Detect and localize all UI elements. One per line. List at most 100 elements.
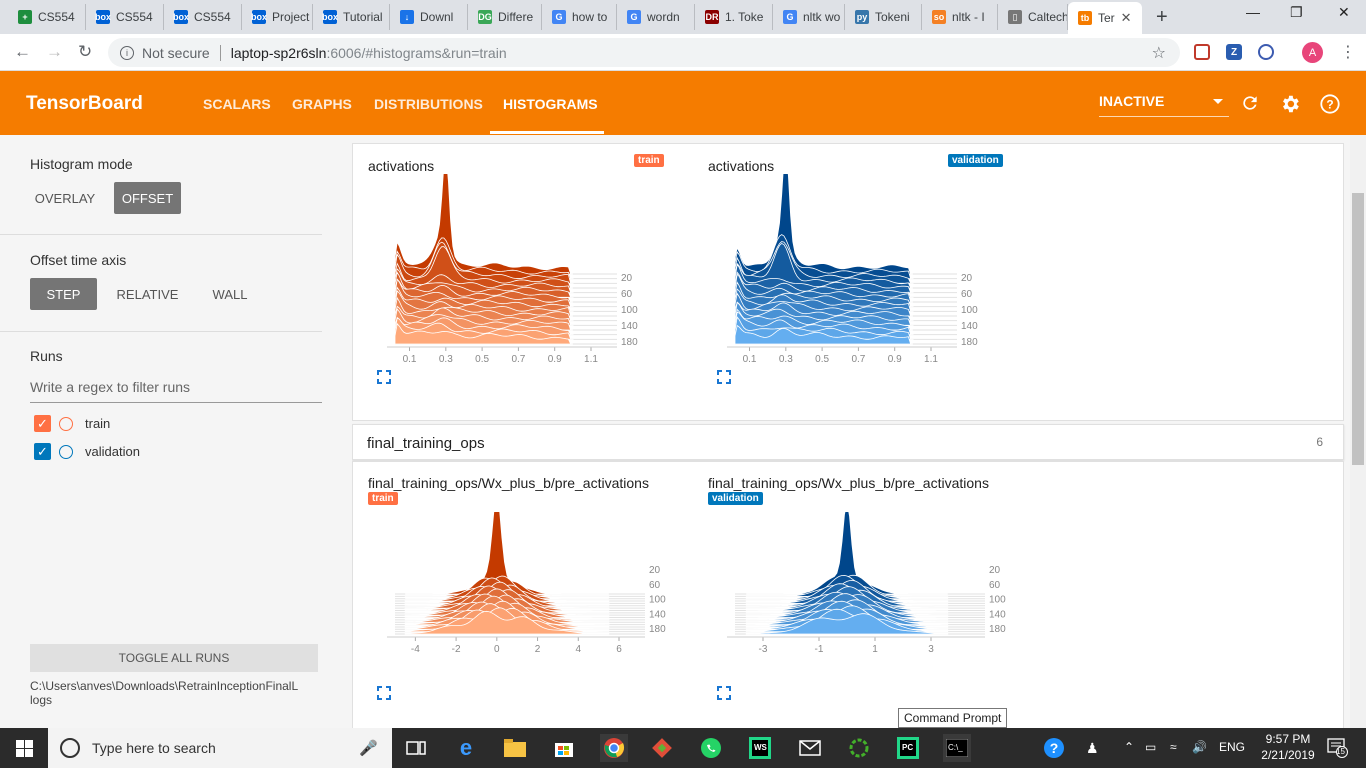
axis-relative-button[interactable]: RELATIVE [116,286,179,302]
checkbox-checked-icon[interactable]: ✓ [34,415,51,432]
expand-icon[interactable] [717,686,731,700]
profile-avatar[interactable]: A [1302,42,1323,63]
store-icon[interactable] [550,734,578,762]
browser-tab[interactable]: box CS554 [164,4,242,30]
x-tick-label: 4 [575,644,581,655]
close-tab-icon[interactable]: ✕ [1120,10,1132,25]
anaconda-icon[interactable] [845,734,873,762]
main-content: activations train 0.1 0.3 0.5 0.7 0.9 1.1 20 60… [352,135,1352,728]
histogram-chart-activations-train: 0.1 0.3 0.5 0.7 0.9 1.1 20 60 100 140 180 [387,174,638,365]
close-window-button[interactable]: ✕ [1338,4,1350,20]
language-indicator[interactable]: ENG [1219,740,1246,754]
tab-label: Project [272,10,310,24]
mode-overlay-button[interactable]: OVERLAY [34,190,96,206]
pocket-extension-icon[interactable] [1194,44,1210,60]
minimize-button[interactable]: — [1246,4,1260,20]
browser-tab[interactable]: ↓ Downl [390,4,468,30]
expand-icon[interactable] [377,686,391,700]
browser-tab[interactable]: box Tutorial [313,4,390,30]
settings-gear-icon[interactable] [1279,93,1301,121]
tab-label: Tokeni [875,10,910,24]
wifi-icon[interactable]: ≈ [1170,740,1177,754]
volume-icon[interactable]: 🔊 [1192,740,1207,754]
tab-graphs[interactable]: GRAPHS [292,96,352,112]
tab-favicon-icon: G [627,10,641,24]
tab-scalars[interactable]: SCALARS [203,96,271,112]
reload-icon[interactable]: ↻ [78,42,93,61]
file-explorer-icon[interactable] [501,734,529,762]
browser-tab[interactable]: + CS554 [8,4,86,30]
tab-distributions[interactable]: DISTRIBUTIONS [374,96,483,112]
edge-browser-icon[interactable]: e [459,735,473,760]
windows-start-icon[interactable] [10,734,38,762]
pycharm-icon[interactable]: PC [894,734,922,762]
battery-icon[interactable]: ▭ [1145,740,1157,754]
chrome-icon[interactable] [600,734,628,762]
step-tick-label: 140 [621,321,638,332]
axis-wall-button[interactable]: WALL [212,286,248,302]
cortana-circle-icon [60,738,80,758]
browser-tab[interactable]: box CS554 [86,4,164,30]
maximize-button[interactable]: ❐ [1290,4,1303,20]
run-filter-input[interactable]: Write a regex to filter runs [30,379,322,403]
microphone-icon[interactable]: 🎤 [359,740,378,757]
checkbox-checked-icon[interactable]: ✓ [34,443,51,460]
browser-tab[interactable]: DG Differe [468,4,542,30]
browser-tab[interactable]: py Tokeni [845,4,922,30]
step-tick-label: 20 [621,273,633,284]
group-header-final-training-ops[interactable]: final_training_ops 6 [352,424,1344,460]
block-extension-icon[interactable] [1258,44,1274,60]
histogram-slice [394,237,575,280]
tray-chevron-up-icon[interactable]: ⌃ [1124,740,1135,754]
browser-tab[interactable]: tb Ter ✕ [1068,2,1142,34]
address-bar[interactable]: i Not secure laptop-sp2r6sln:6006/#histo… [108,38,1180,67]
tab-histograms[interactable]: HISTOGRAMS [503,96,598,112]
step-tick-label: 20 [989,565,1001,576]
tab-favicon-icon: py [855,10,869,24]
run-row-train[interactable]: ✓ train [34,415,110,432]
new-tab-button[interactable]: + [1156,6,1168,28]
bookmark-star-icon[interactable]: ☆ [1151,45,1166,62]
chrome-menu-icon[interactable]: ⋮ [1340,44,1356,61]
x-tick-label: -4 [411,644,420,655]
mail-icon[interactable] [796,734,824,762]
plugin-select-dropdown[interactable]: INACTIVE [1099,93,1229,117]
help-icon[interactable]: ? [1319,93,1341,121]
run-row-validation[interactable]: ✓ validation [34,443,140,460]
scrollbar-thumb[interactable] [1352,193,1364,465]
expand-icon[interactable] [717,370,731,384]
tab-favicon-icon: ↓ [400,10,414,24]
taskbar-search-box[interactable]: Type here to search 🎤 [48,728,392,768]
info-icon[interactable]: i [120,45,134,60]
back-icon[interactable]: ← [14,42,31,61]
tab-label: CS554 [194,10,231,24]
notification-center-icon[interactable]: 15 [1326,736,1348,761]
whatsapp-icon[interactable] [697,734,725,762]
people-icon[interactable]: ♟ [1086,740,1099,756]
axis-step-button[interactable]: STEP [30,278,97,310]
expand-icon[interactable] [377,370,391,384]
task-view-icon[interactable] [402,734,430,762]
tab-favicon-icon: so [932,10,946,24]
tab-favicon-icon: box [173,10,190,24]
refresh-icon[interactable] [1240,93,1260,119]
zotero-extension-icon[interactable]: Z [1226,44,1242,60]
plugin-select-value: INACTIVE [1099,93,1165,109]
command-prompt-icon[interactable]: C:\_ [943,734,971,762]
webstorm-icon[interactable]: WS [746,734,774,762]
page-scrollbar[interactable] [1350,135,1366,728]
forward-icon[interactable]: → [46,42,63,61]
browser-tab[interactable]: ▯ Caltech [998,4,1068,30]
help-support-icon[interactable]: ? [1040,734,1068,762]
toggle-all-runs-button[interactable]: TOGGLE ALL RUNS [30,644,318,672]
taskbar-clock[interactable]: 9:57 PM 2/21/2019 [1258,731,1318,763]
browser-tab[interactable]: DR 1. Toke [695,4,773,30]
tab-label: CS554 [116,10,153,24]
browser-tab[interactable]: so nltk - I [922,4,998,30]
browser-tab[interactable]: box Project [242,4,313,30]
mode-offset-button[interactable]: OFFSET [114,182,181,214]
git-kraken-icon[interactable] [648,734,676,762]
